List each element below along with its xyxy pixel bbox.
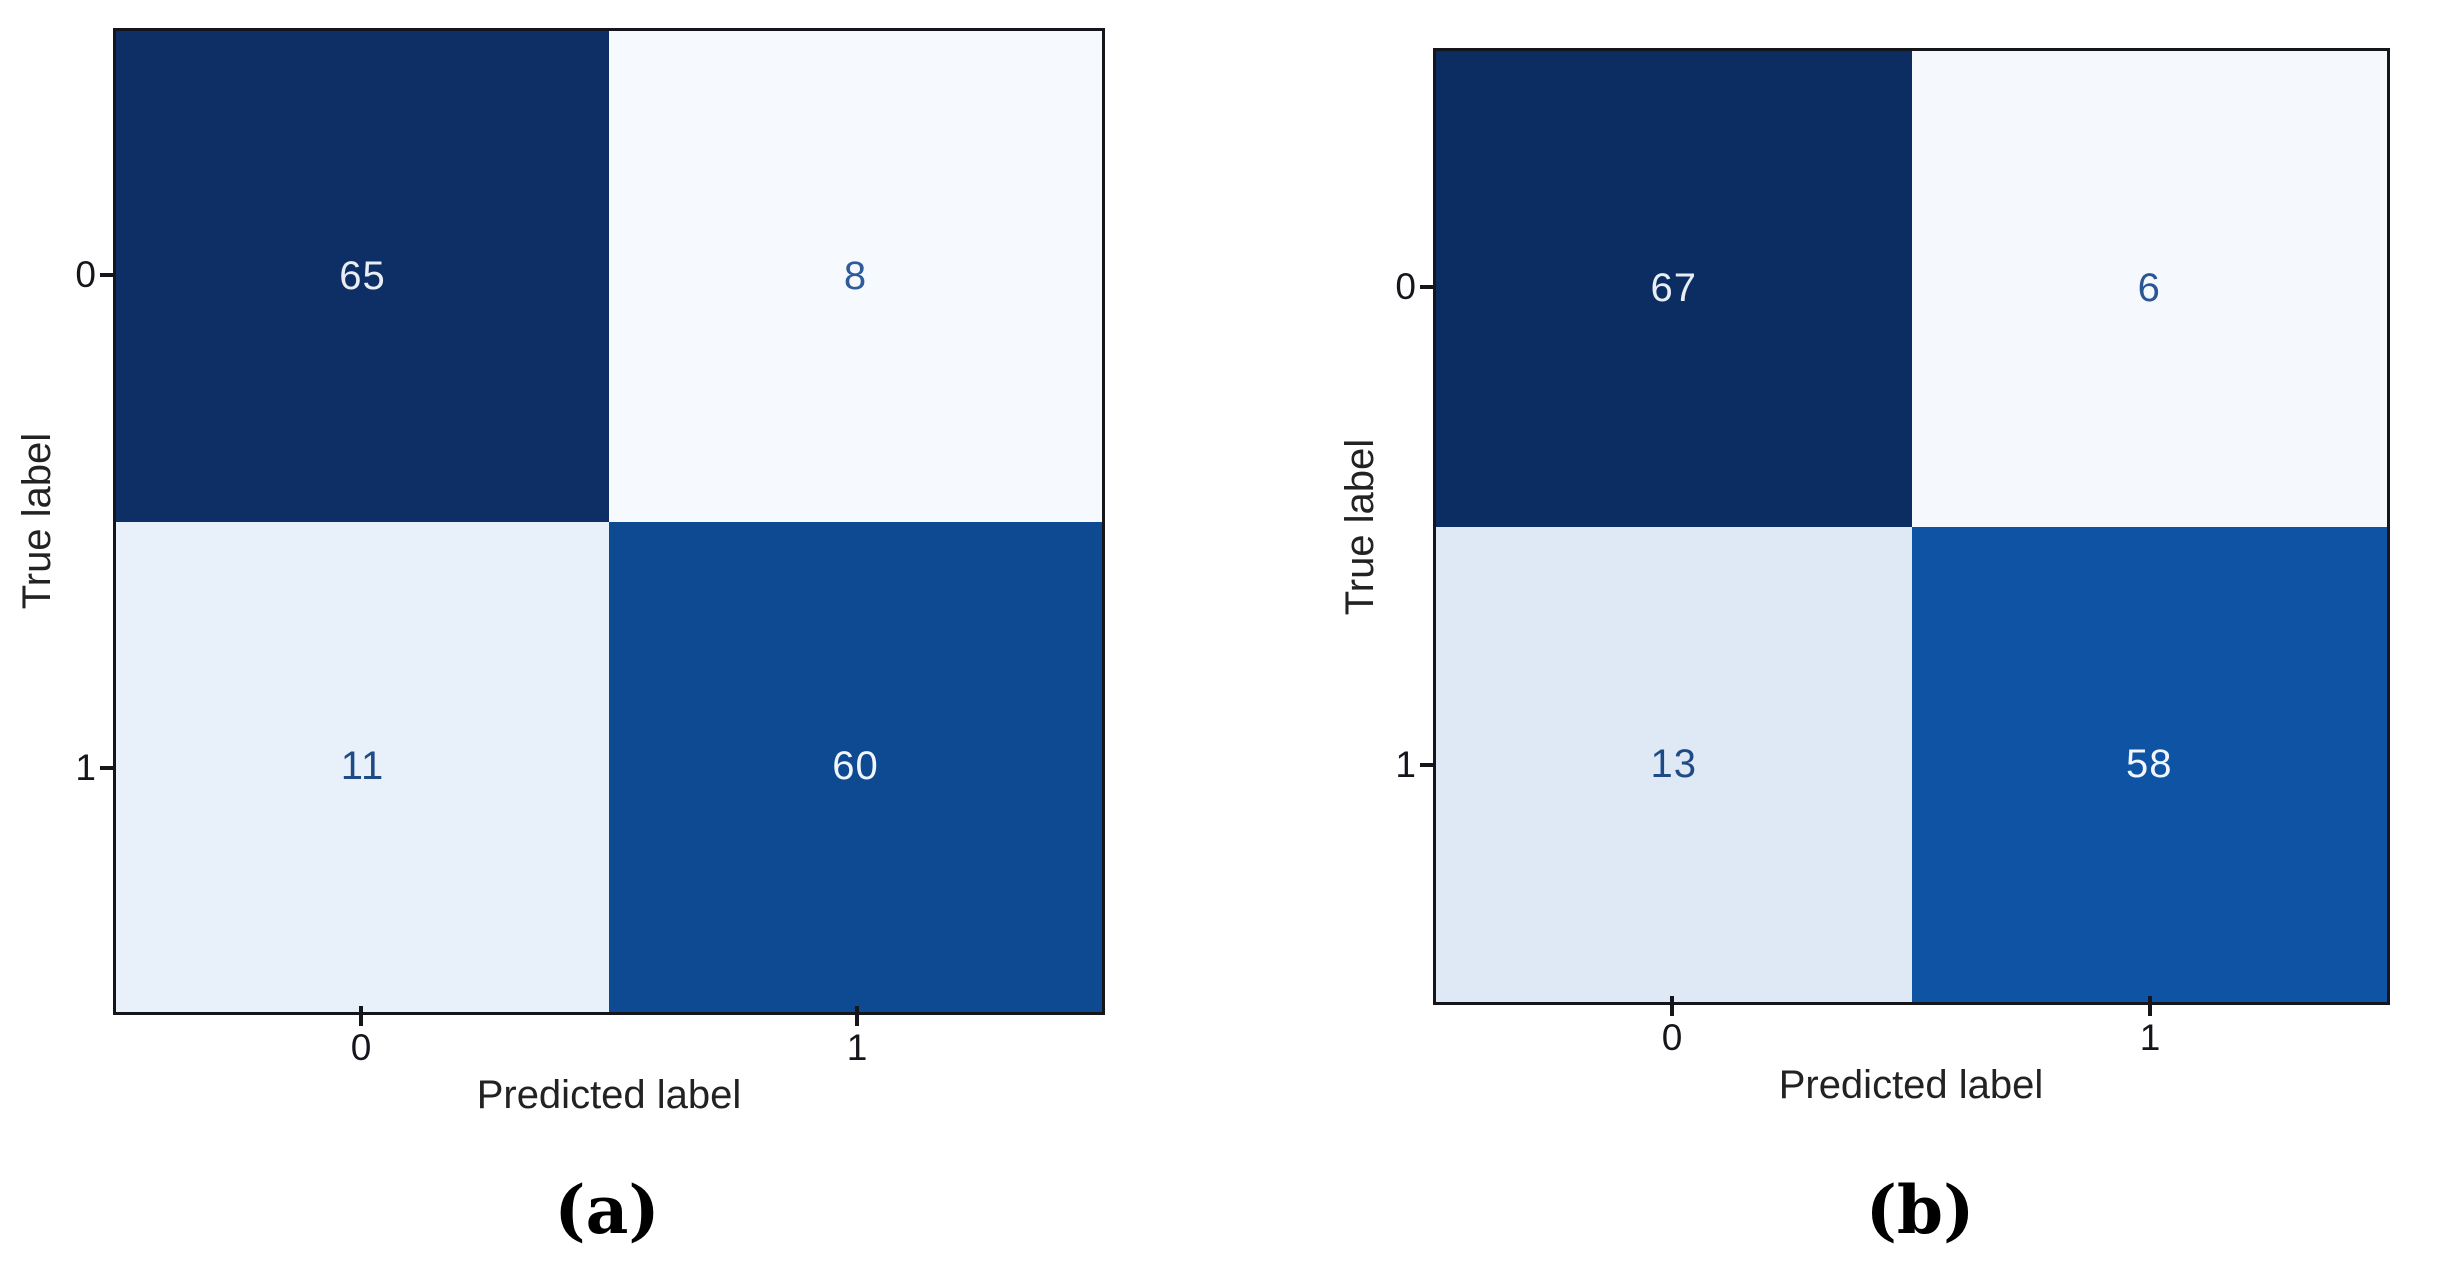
subfigure-a-caption: (a) (554, 1171, 660, 1249)
heatmap-a-xtick-mark-1 (855, 1006, 859, 1026)
heatmap-a-ytick-label-1: 1 (75, 747, 96, 788)
heatmap-b-ytick-mark-1 (1420, 763, 1433, 767)
heatmap-a-xtick-label-1: 1 (846, 1027, 868, 1068)
subfigure-b-caption: (b) (1865, 1171, 1975, 1249)
heatmap-b-xaxis-title: Predicted label (1778, 1063, 2044, 1107)
heatmap-a-plot-area: 65 8 11 60 (113, 28, 1105, 1015)
heatmap-b-ytick-label-1: 1 (1395, 744, 1416, 785)
heatmap-b-xtick-mark-0 (1670, 996, 1674, 1016)
heatmap-a-yaxis-title: True label (15, 432, 59, 610)
heatmap-b-ytick-label-0: 0 (1395, 266, 1416, 307)
heatmap-b-cell-true1-pred1: 58 (1911, 526, 2387, 1002)
heatmap-b-xtick-label-0: 0 (1661, 1017, 1683, 1058)
heatmap-a-xaxis-title: Predicted label (476, 1073, 742, 1117)
heatmap-b-cell-true0-pred1: 6 (1911, 51, 2387, 527)
heatmap-a-cell-true1-pred1: 60 (609, 521, 1102, 1012)
heatmap-a-ytick-label-0: 0 (75, 254, 96, 295)
heatmap-a-xtick-label-0: 0 (350, 1027, 372, 1068)
heatmap-b-cell-true0-pred0: 67 (1436, 51, 1912, 527)
heatmap-b-plot-area: 67 6 13 58 (1433, 48, 2390, 1005)
heatmap-b-cell-true1-pred0: 13 (1436, 526, 1912, 1002)
heatmap-a-cell-true1-pred0: 11 (116, 521, 609, 1012)
heatmap-a-xtick-mark-0 (359, 1006, 363, 1026)
heatmap-a-cell-true0-pred0: 65 (116, 31, 609, 522)
heatmap-a-ytick-mark-0 (100, 273, 113, 277)
heatmap-b-ytick-mark-0 (1420, 285, 1433, 289)
heatmap-b-xtick-label-1: 1 (2139, 1017, 2161, 1058)
heatmap-a-cell-true0-pred1: 8 (609, 31, 1102, 522)
heatmap-a-ytick-mark-1 (100, 766, 113, 770)
heatmap-b-yaxis-title: True label (1338, 438, 1382, 616)
heatmap-b-xtick-mark-1 (2148, 996, 2152, 1016)
